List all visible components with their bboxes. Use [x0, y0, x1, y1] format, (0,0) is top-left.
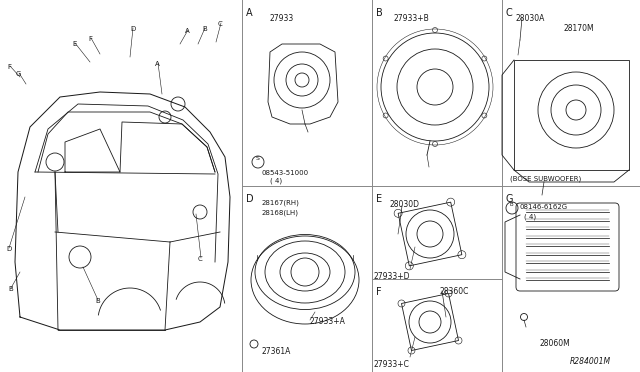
Text: C: C — [506, 8, 513, 18]
Text: B: B — [510, 202, 514, 207]
Text: 27933+B: 27933+B — [394, 14, 429, 23]
Text: ( 4): ( 4) — [270, 178, 282, 185]
Text: C: C — [218, 21, 223, 27]
Text: B: B — [8, 286, 13, 292]
Text: G: G — [506, 194, 513, 204]
Text: B: B — [95, 298, 100, 304]
Text: (BOSE SUBWOOFER): (BOSE SUBWOOFER) — [510, 175, 581, 182]
Text: B: B — [202, 26, 207, 32]
Text: 27933+C: 27933+C — [374, 360, 410, 369]
Text: C: C — [198, 256, 203, 262]
Text: A: A — [155, 61, 160, 67]
Text: 28170M: 28170M — [564, 24, 595, 33]
Text: 08146-6162G: 08146-6162G — [520, 204, 568, 210]
Text: D: D — [130, 26, 135, 32]
Text: E: E — [376, 194, 382, 204]
Text: 28060M: 28060M — [540, 339, 571, 348]
Text: E: E — [72, 41, 76, 47]
Text: D: D — [246, 194, 253, 204]
Text: 28167(RH): 28167(RH) — [262, 200, 300, 206]
Text: S: S — [255, 155, 259, 160]
Text: 28168(LH): 28168(LH) — [262, 209, 299, 215]
Bar — [514, 60, 629, 170]
Text: F: F — [7, 64, 11, 70]
Text: 27933: 27933 — [270, 14, 294, 23]
Text: G: G — [16, 71, 21, 77]
Text: 27361A: 27361A — [262, 347, 291, 356]
Text: B: B — [376, 8, 383, 18]
Text: F: F — [88, 36, 92, 42]
Text: 28360C: 28360C — [440, 287, 469, 296]
Text: A: A — [185, 28, 189, 34]
Text: 27933+A: 27933+A — [310, 317, 346, 326]
Text: 28030D: 28030D — [390, 200, 420, 209]
Text: ( 4): ( 4) — [524, 213, 536, 219]
Text: F: F — [376, 287, 381, 297]
Text: R284001M: R284001M — [570, 357, 611, 366]
Text: 27933+D: 27933+D — [374, 272, 410, 281]
Text: D: D — [6, 246, 12, 252]
Text: A: A — [246, 8, 253, 18]
Text: 28030A: 28030A — [516, 14, 545, 23]
Text: 08543-51000: 08543-51000 — [262, 170, 309, 176]
